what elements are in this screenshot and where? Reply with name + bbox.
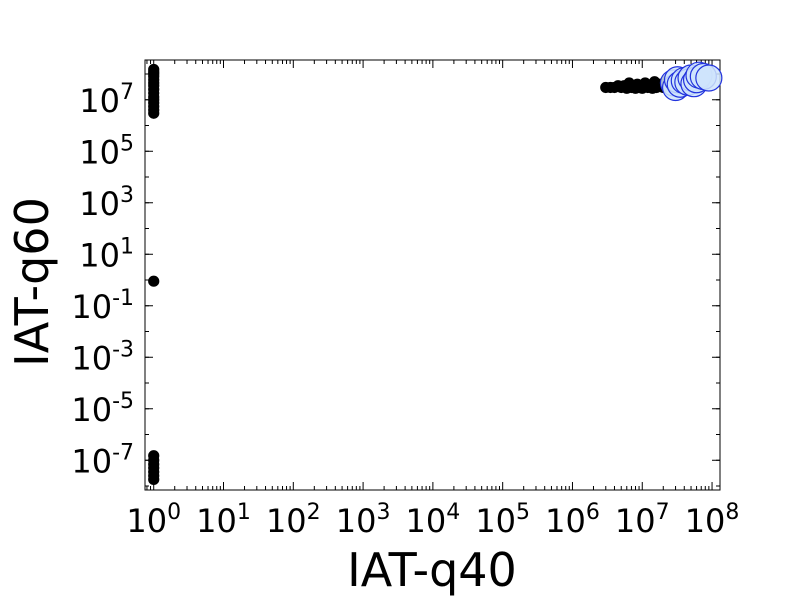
y-tick-base: 10	[71, 391, 112, 429]
y-tick-base: 10	[71, 442, 112, 480]
y-tick-exponent: -3	[112, 337, 134, 362]
x-axis-label: IAT-q40	[347, 543, 517, 597]
x-tick-labels: 100 101 102 103 104 105 106 107 108	[126, 500, 739, 540]
y-tick-base: 10	[79, 133, 120, 171]
x-tick-label: 105	[475, 500, 530, 540]
x-tick-base: 10	[266, 502, 307, 540]
y-tick-base: 10	[71, 288, 112, 326]
x-tick-label: 102	[266, 500, 321, 540]
major-ticks	[145, 60, 720, 490]
y-tick-label: 10-1	[71, 286, 134, 326]
x-tick-exponent: 5	[516, 500, 530, 525]
x-tick-base: 10	[475, 502, 516, 540]
y-tick-exponent: -7	[112, 440, 134, 465]
x-tick-base: 10	[336, 502, 377, 540]
x-tick-label: 107	[615, 500, 670, 540]
y-tick-label: 103	[79, 183, 134, 223]
x-tick-exponent: 8	[725, 500, 739, 525]
data-point	[148, 473, 160, 486]
y-tick-exponent: 7	[120, 80, 134, 105]
x-tick-base: 10	[685, 502, 726, 540]
x-tick-exponent: 4	[446, 500, 460, 525]
x-tick-exponent: 0	[167, 500, 181, 525]
y-tick-base: 10	[79, 82, 120, 120]
x-tick-base: 10	[126, 502, 167, 540]
x-tick-exponent: 7	[656, 500, 670, 525]
data-point	[148, 275, 160, 287]
x-tick-exponent: 1	[237, 500, 251, 525]
y-tick-exponent: -5	[112, 389, 134, 414]
minor-ticks	[145, 60, 720, 490]
x-tick-label: 108	[685, 500, 740, 540]
y-tick-label: 10-7	[71, 440, 134, 480]
y-tick-label: 10-3	[71, 337, 134, 377]
y-tick-label: 101	[79, 234, 134, 274]
highlight-data-point	[695, 64, 723, 92]
x-tick-exponent: 6	[586, 500, 600, 525]
y-tick-base: 10	[79, 185, 120, 223]
data-points	[148, 61, 723, 486]
x-tick-label: 101	[196, 500, 251, 540]
x-tick-label: 106	[545, 500, 600, 540]
y-tick-exponent: -1	[112, 286, 134, 311]
y-tick-label: 105	[79, 131, 134, 171]
data-point	[148, 107, 160, 119]
y-tick-label: 107	[79, 80, 134, 120]
x-tick-base: 10	[545, 502, 586, 540]
x-tick-base: 10	[196, 502, 237, 540]
x-tick-exponent: 3	[376, 500, 390, 525]
y-tick-label: 10-5	[71, 389, 134, 429]
x-tick-label: 100	[126, 500, 181, 540]
x-tick-base: 10	[615, 502, 656, 540]
x-tick-base: 10	[406, 502, 447, 540]
y-tick-exponent: 1	[120, 234, 134, 259]
y-tick-exponent: 3	[120, 183, 134, 208]
plot-frame	[144, 59, 721, 491]
y-tick-base: 10	[71, 339, 112, 377]
x-tick-label: 104	[406, 500, 461, 540]
y-axis-label: IAT-q60	[5, 197, 59, 367]
y-tick-base: 10	[79, 236, 120, 274]
y-tick-exponent: 5	[120, 131, 134, 156]
x-tick-label: 103	[336, 500, 391, 540]
x-tick-exponent: 2	[307, 500, 321, 525]
